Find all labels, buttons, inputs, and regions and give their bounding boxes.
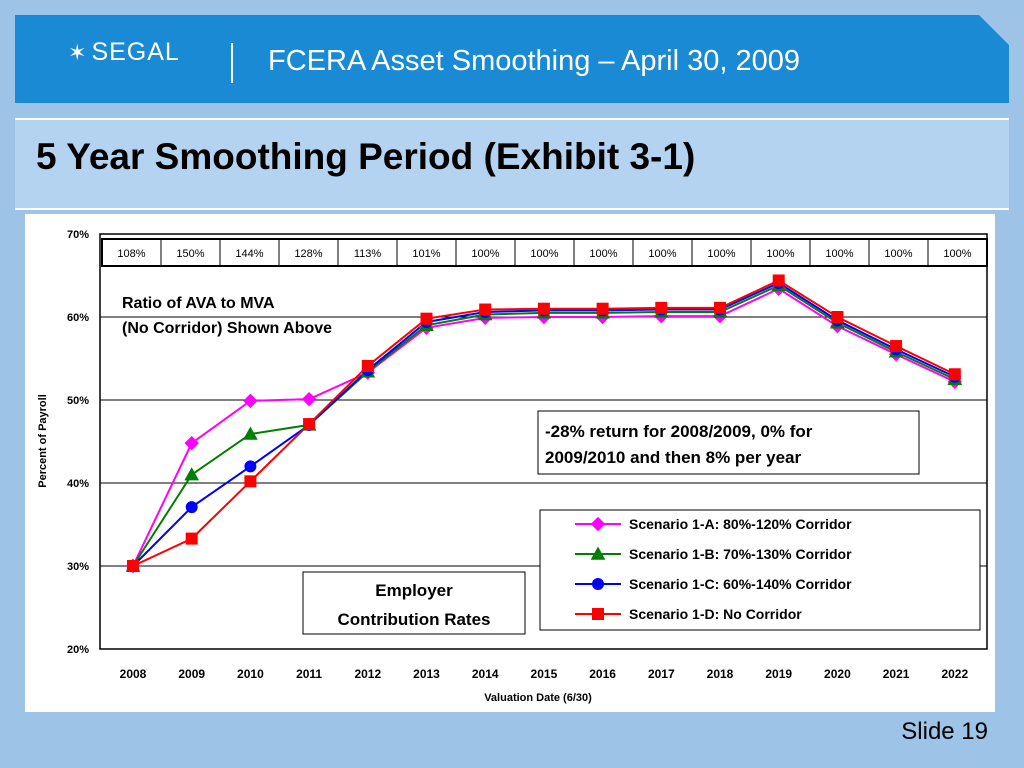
x-axis-label: Valuation Date (6/30) <box>484 692 592 704</box>
ratio-table <box>101 238 988 267</box>
title-band <box>15 118 1009 210</box>
ratio-cell: 144% <box>235 248 263 260</box>
y-tick-label: 30% <box>67 561 89 573</box>
legend-label: Scenario 1-B: 70%-130% Corridor <box>629 546 852 562</box>
y-axis-label: Percent of Payroll <box>37 394 49 488</box>
ratio-cell: 101% <box>412 248 440 260</box>
series-4-point <box>127 560 139 572</box>
return-note-line1: -28% return for 2008/2009, 0% for <box>545 422 813 441</box>
series-4-point <box>596 302 609 315</box>
x-tick-label: 2011 <box>296 667 322 681</box>
y-tick-label: 40% <box>67 478 89 490</box>
segal-star-icon: ✶ <box>68 40 88 65</box>
x-tick-label: 2010 <box>237 667 264 681</box>
ratio-cell: 100% <box>825 248 853 260</box>
ratio-note-line2: (No Corridor) Shown Above <box>122 320 332 337</box>
series-3-point <box>185 501 198 514</box>
header-title: FCERA Asset Smoothing – April 30, 2009 <box>268 45 800 77</box>
x-tick-label: 2009 <box>178 667 205 681</box>
plot-area-border <box>99 233 988 650</box>
ratio-cell: 100% <box>766 248 794 260</box>
series-4-point <box>185 532 198 545</box>
series-4-point <box>244 475 257 488</box>
x-tick-label: 2022 <box>941 667 968 681</box>
series-4-point <box>655 301 668 314</box>
ratio-cell: 100% <box>943 248 971 260</box>
series-4-point <box>772 274 785 287</box>
x-tick-label: 2018 <box>707 667 734 681</box>
series-1-point <box>243 393 258 409</box>
x-tick-label: 2015 <box>531 667 558 681</box>
ratio-cell: 100% <box>884 248 912 260</box>
x-tick-label: 2021 <box>883 667 910 681</box>
series-4-point <box>303 418 316 431</box>
ratio-cell: 100% <box>530 248 558 260</box>
series-4-point <box>714 301 726 314</box>
x-tick-label: 2008 <box>120 667 147 681</box>
ratio-cell: 100% <box>707 248 735 260</box>
legend-label: Scenario 1-D: No Corridor <box>629 606 802 622</box>
legend-marker <box>590 546 606 560</box>
x-tick-label: 2014 <box>472 667 499 681</box>
ratio-cell: 128% <box>294 248 322 260</box>
series-4-point <box>537 302 550 315</box>
rates-note-line1: Employer <box>375 581 453 600</box>
legend-label: Scenario 1-A: 80%-120% Corridor <box>629 516 852 532</box>
slide-title: 5 Year Smoothing Period (Exhibit 3-1) <box>36 136 696 177</box>
series-1-point <box>184 435 199 451</box>
ratio-cell: 150% <box>176 248 204 260</box>
header-separator <box>231 43 233 83</box>
ratio-cell: 113% <box>354 248 382 260</box>
x-tick-label: 2013 <box>413 667 440 681</box>
series-3-point <box>244 460 257 473</box>
chart-panel: 20% 30% 40% 50% 60% 70% 2008 2009 2010 2011 2012 2… <box>25 214 995 712</box>
series-4-point <box>948 368 961 381</box>
ratio-cell: 108% <box>117 248 145 260</box>
series-2-point <box>243 426 258 440</box>
return-note-box <box>537 410 920 475</box>
x-tick-label: 2020 <box>824 667 851 681</box>
ratio-note-line1: Ratio of AVA to MVA <box>122 295 275 312</box>
legend-marker <box>592 578 604 590</box>
legend-marker <box>590 516 606 532</box>
slide-number: Slide 19 <box>901 718 988 745</box>
logo-text: SEGAL <box>91 38 180 66</box>
header-bar <box>15 15 1009 103</box>
y-tick-label: 60% <box>67 312 89 324</box>
y-tick-label: 70% <box>67 229 89 241</box>
series-4-point <box>361 359 374 372</box>
series-1-point <box>301 391 317 407</box>
series-4-point <box>479 303 492 316</box>
x-tick-label: 2017 <box>648 667 675 681</box>
legend-box <box>539 509 981 631</box>
return-note-line2: 2009/2010 and then 8% per year <box>545 448 801 467</box>
legend-label: Scenario 1-C: 60%-140% Corridor <box>629 576 852 592</box>
y-tick-label: 50% <box>67 395 89 407</box>
line-chart: 20% 30% 40% 50% 60% 70% 2008 2009 2010 2011 2012 2… <box>37 229 988 704</box>
y-tick-label: 20% <box>67 644 89 656</box>
ratio-cell: 100% <box>648 248 676 260</box>
ratio-cell: 100% <box>589 248 617 260</box>
legend-marker <box>592 608 604 620</box>
x-tick-label: 2016 <box>589 667 616 681</box>
x-tick-label: 2012 <box>354 667 381 681</box>
header-corner-cut <box>979 15 1009 45</box>
segal-logo: ✶ SEGAL <box>68 38 180 67</box>
series-4-point <box>420 312 433 325</box>
series-4-point <box>831 311 844 323</box>
series-4-point <box>890 340 903 353</box>
rates-note-box <box>302 571 526 635</box>
x-tick-label: 2019 <box>765 667 792 681</box>
rates-note-line2: Contribution Rates <box>338 610 491 629</box>
series-2-point <box>184 467 200 481</box>
ratio-cell: 100% <box>471 248 499 260</box>
